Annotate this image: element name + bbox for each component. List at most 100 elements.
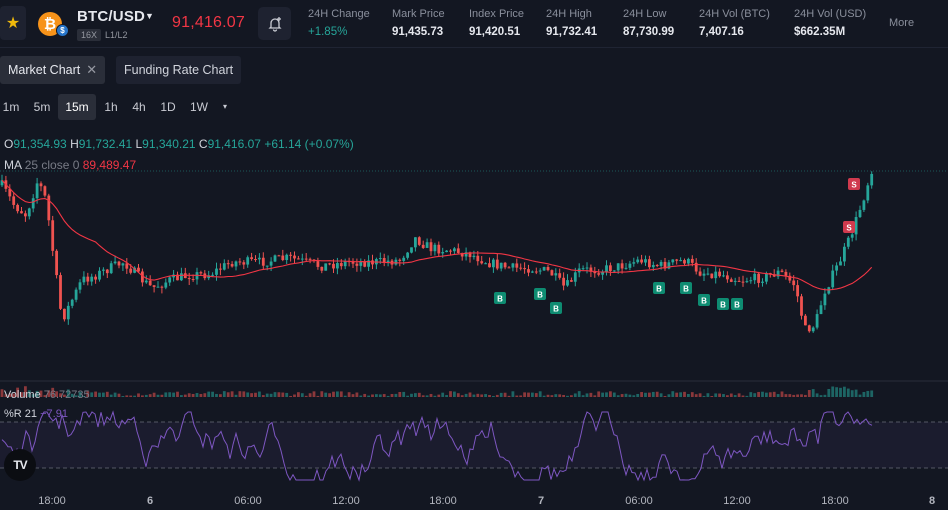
candle-body: [98, 270, 101, 280]
volume-value: 76.72735: [43, 389, 90, 401]
candle-body: [273, 255, 277, 262]
candle-body: [55, 250, 58, 276]
candle-body: [160, 286, 164, 288]
interval-5m[interactable]: 5m: [33, 100, 51, 114]
candle-body: [542, 267, 546, 271]
volume-bar: [304, 395, 308, 397]
candle-body: [839, 261, 842, 266]
candle-body: [550, 270, 554, 276]
close-value: 91,416.07: [207, 137, 261, 151]
candle-body: [51, 220, 55, 251]
volume-bar: [854, 389, 858, 397]
volume-bar: [519, 395, 523, 397]
candle-body: [761, 281, 764, 283]
volume-bar: [378, 394, 382, 397]
volume-bar: [324, 392, 328, 397]
candle-body: [702, 273, 706, 276]
favorite-button[interactable]: ★: [0, 6, 26, 40]
candle-body: [663, 261, 667, 269]
candle-body: [378, 258, 382, 260]
candle-body: [82, 276, 86, 283]
candle-body: [258, 257, 261, 260]
star-icon: ★: [5, 15, 21, 32]
time-label: 12:00: [723, 495, 751, 507]
caret-down-icon[interactable]: ▼: [145, 11, 154, 21]
price-alert-button[interactable]: [258, 7, 291, 40]
interval-more-caret[interactable]: ▾: [222, 102, 227, 111]
volume-bar: [105, 391, 109, 397]
volume-bar: [827, 388, 831, 397]
candle-body: [573, 272, 577, 282]
volume-bar: [121, 395, 125, 397]
tab-label: Funding Rate Chart: [124, 63, 234, 77]
interval-4h[interactable]: 4h: [132, 100, 146, 114]
stat-index-price: Index Price 91,420.51: [469, 8, 524, 38]
volume-bar: [160, 394, 164, 397]
volume-bar: [726, 395, 729, 397]
last-price: 91,416.07: [172, 14, 245, 31]
volume-bar: [831, 386, 835, 397]
candle-body: [679, 260, 682, 262]
volume-bar: [16, 387, 19, 397]
time-label: 06:00: [234, 495, 262, 507]
volume-bar: [180, 395, 183, 397]
stat-value: 87,730.99: [623, 26, 675, 38]
candle-body: [332, 263, 335, 269]
stat-24h-high: 24H High 91,732.41: [546, 8, 597, 38]
buy-marker-label: B: [656, 285, 662, 294]
tab-market-chart[interactable]: Market Chart ✕: [0, 56, 106, 84]
interval-1m[interactable]: 1m: [2, 100, 20, 114]
volume-bar: [609, 391, 612, 397]
interval-1h[interactable]: 1h: [104, 100, 118, 114]
ma-legend[interactable]: MA 25 close 0 89,489.47: [4, 158, 136, 172]
candle-body: [609, 265, 612, 272]
volume-bar: [811, 389, 815, 397]
buy-marker: [494, 292, 506, 304]
volume-bar: [332, 391, 335, 397]
volume-bar: [78, 391, 82, 397]
volume-bar: [183, 394, 187, 397]
volume-bar: [363, 393, 367, 397]
logo-text: TV: [13, 458, 27, 472]
williams-r-legend[interactable]: %R 21 −7.91: [4, 408, 68, 420]
time-label: 18:00: [38, 495, 66, 507]
candle-body: [733, 280, 737, 282]
volume-bar: [807, 390, 811, 397]
usd-symbol: $: [60, 26, 65, 35]
interval-15m[interactable]: 15m: [58, 94, 96, 120]
price-chart[interactable]: B BBB BB B BSS: [0, 128, 948, 510]
volume-bar: [172, 392, 175, 397]
candle-body: [339, 263, 343, 267]
volume-bar: [534, 393, 538, 397]
volume-bar: [593, 395, 597, 397]
tab-funding-rate-chart[interactable]: Funding Rate Chart: [116, 56, 242, 84]
interval-1w[interactable]: 1W: [190, 100, 208, 114]
pair-selector[interactable]: BTC/USD: [77, 8, 146, 25]
volume-bar: [566, 395, 569, 397]
ma-name: MA: [4, 158, 22, 172]
candle-body: [850, 234, 854, 238]
candle-body: [429, 242, 433, 252]
candle-body: [148, 280, 152, 286]
candle-body: [250, 257, 253, 260]
volume-bar: [191, 393, 195, 397]
volume-legend[interactable]: Volume 76.72735: [4, 389, 90, 401]
candle-body: [191, 279, 195, 281]
tradingview-logo[interactable]: TV: [4, 449, 36, 481]
candle-body: [254, 259, 257, 261]
volume-bar: [862, 391, 866, 397]
volume-bar: [24, 386, 27, 397]
volume-bar: [671, 391, 675, 397]
volume-bar: [480, 394, 484, 397]
volume-bar: [102, 392, 105, 397]
more-button[interactable]: More: [889, 17, 915, 29]
close-icon[interactable]: ✕: [86, 62, 98, 77]
volume-bar: [289, 395, 292, 397]
volume-bar: [722, 394, 725, 397]
candle-body: [523, 268, 526, 270]
candle-body: [293, 255, 296, 259]
volume-bar: [250, 393, 253, 397]
interval-1d[interactable]: 1D: [160, 100, 176, 114]
volume-bar: [784, 394, 788, 397]
volume-bar: [749, 392, 753, 397]
